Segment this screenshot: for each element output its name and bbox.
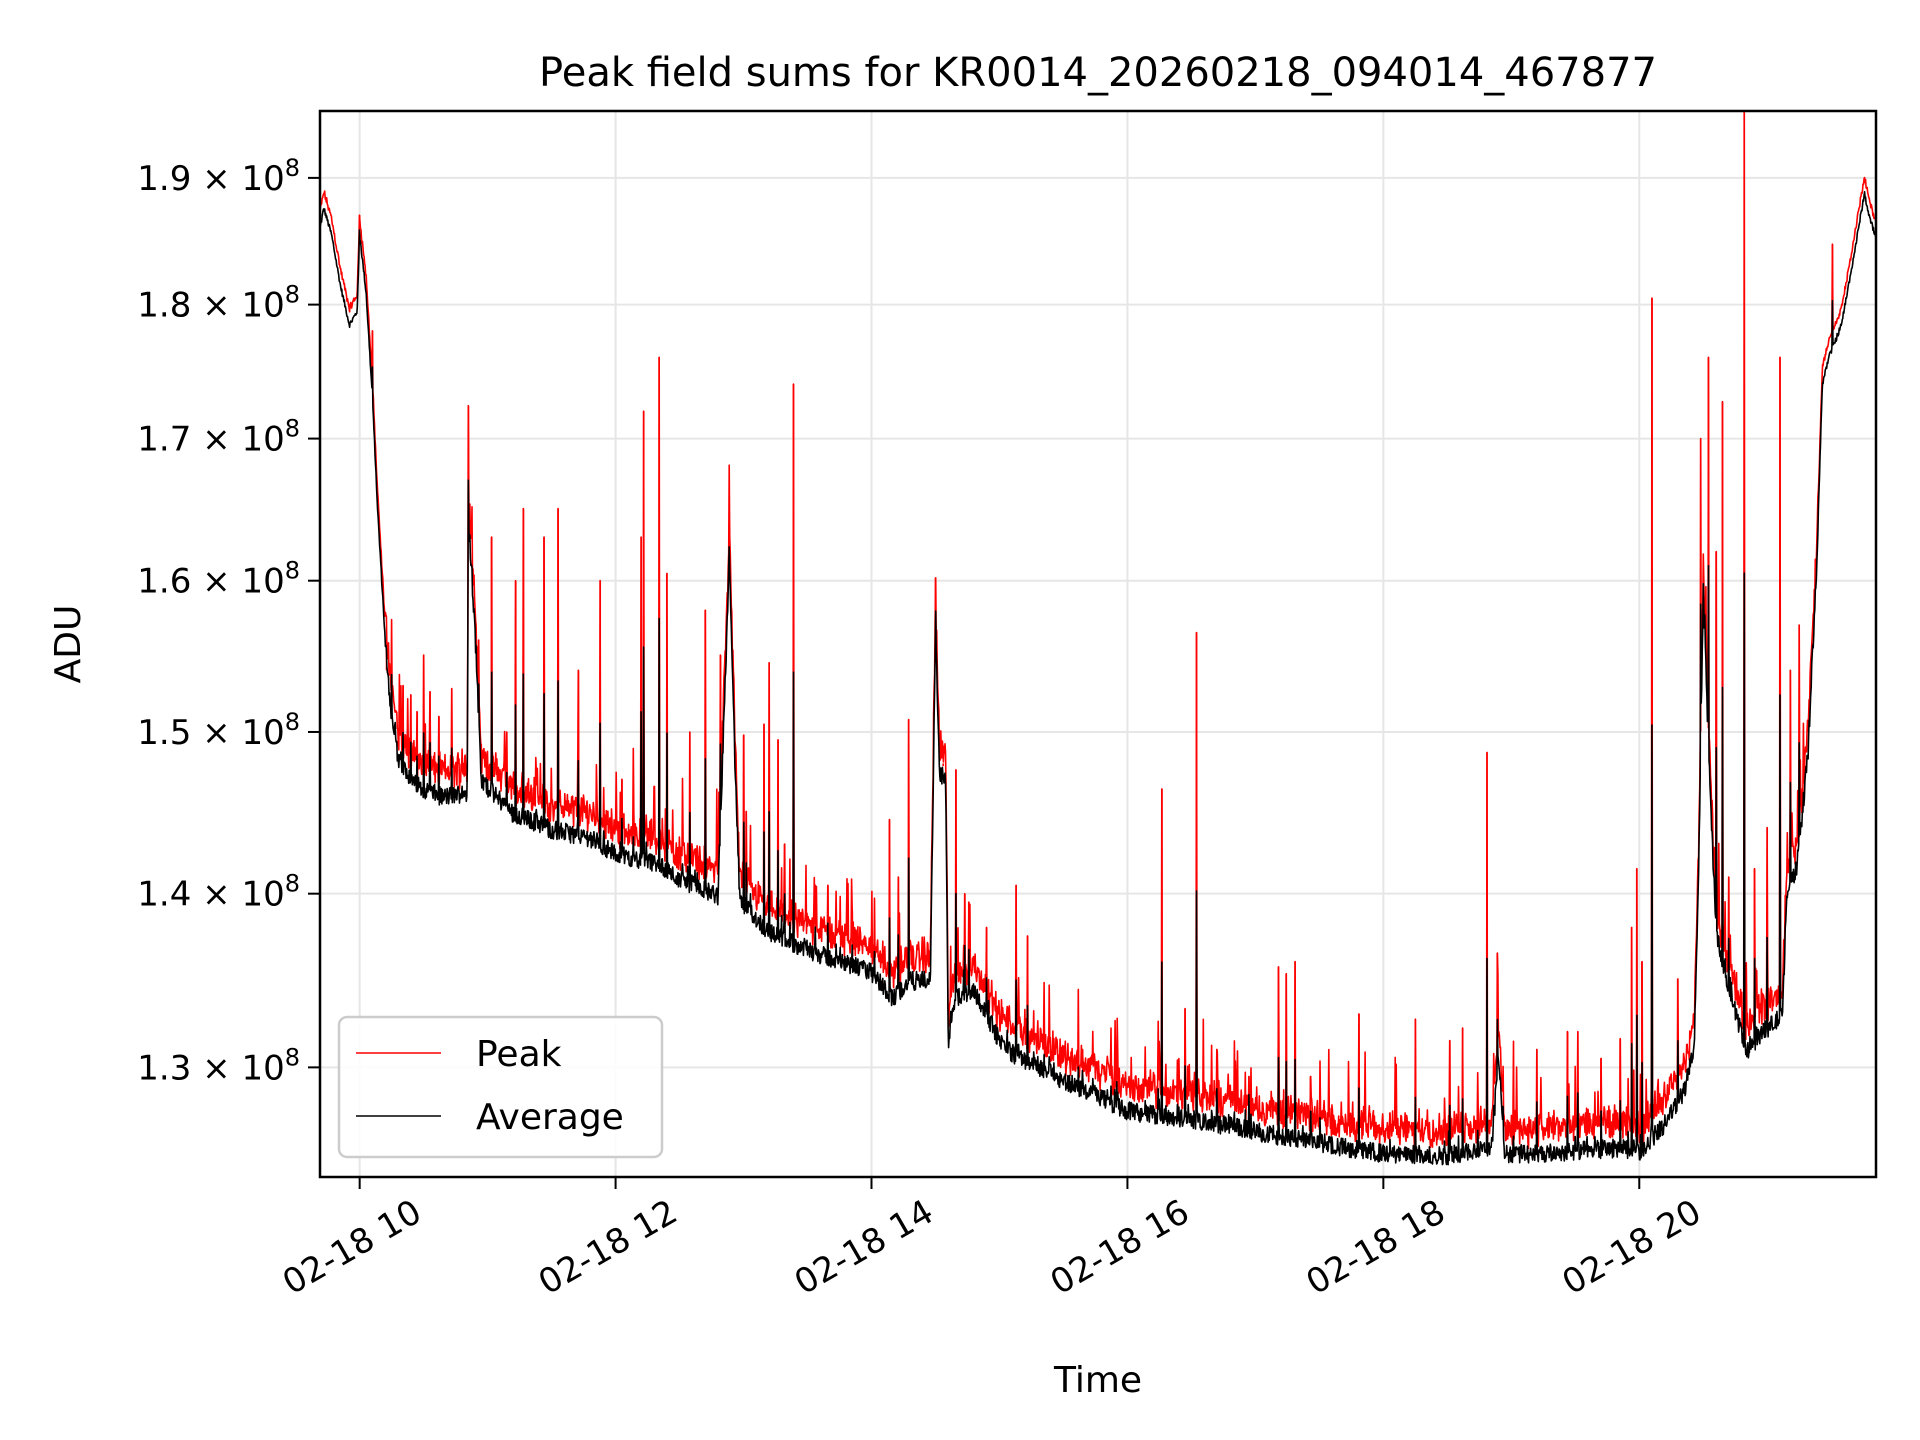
y-axis: 1.3 × 108 1.4 × 108 1.5 × 108 1.6 × 108 1.7 … — [137, 154, 320, 1088]
y-tick-label: 1.3 × 108 — [137, 1043, 300, 1088]
series-average — [319, 191, 1877, 1166]
legend: Peak Average — [337, 1015, 664, 1159]
x-axis-label: Time — [1053, 1360, 1142, 1401]
axes-frame — [318, 109, 1878, 1179]
axes-background — [320, 111, 1876, 1177]
chart-title: Peak field sums for KR0014_20260218_0940… — [539, 50, 1657, 96]
legend-label-average: Average — [476, 1097, 624, 1138]
y-tick-label: 1.6 × 108 — [137, 557, 300, 602]
legend-box — [337, 1015, 664, 1159]
y-tick-label: 1.8 × 108 — [137, 281, 300, 326]
gridlines — [320, 111, 1876, 1177]
average-line — [319, 191, 1877, 1166]
y-tick-label: 1.7 × 108 — [137, 415, 300, 460]
y-tick-label: 1.4 × 108 — [137, 870, 300, 915]
y-axis-label: ADU — [48, 605, 89, 684]
plot-area — [318, 109, 1878, 1179]
y-tick-label: 1.9 × 108 — [137, 154, 300, 199]
legend-label-peak: Peak — [476, 1034, 562, 1075]
y-tick-label: 1.5 × 108 — [137, 708, 300, 753]
